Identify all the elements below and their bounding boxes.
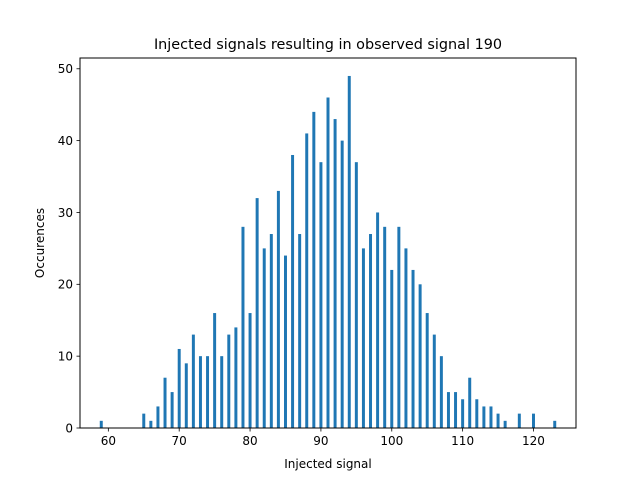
bar (369, 234, 373, 428)
bar (163, 377, 167, 428)
bar (376, 212, 380, 428)
y-axis-label: Occurences (33, 208, 47, 278)
bar (482, 406, 486, 428)
bar (446, 392, 450, 428)
bar (276, 190, 280, 428)
bar (213, 313, 217, 428)
y-axis-ticks: 0 10 20 30 40 50 (58, 62, 80, 435)
bar (206, 356, 210, 428)
x-tick-label: 120 (522, 434, 545, 448)
x-tick-label: 70 (172, 434, 187, 448)
bar (170, 392, 174, 428)
x-tick-label: 100 (380, 434, 403, 448)
bar (319, 162, 323, 429)
x-axis-ticks: 60 70 80 90 100 110 120 (101, 428, 545, 448)
y-tick-label: 40 (58, 134, 73, 148)
bar (361, 248, 365, 428)
bar (425, 313, 429, 428)
bar (418, 284, 422, 428)
bar (503, 420, 507, 428)
bar (532, 413, 535, 428)
bar (390, 269, 394, 428)
y-tick-label: 0 (65, 421, 73, 435)
y-tick-label: 10 (58, 349, 73, 363)
bar (333, 119, 337, 428)
x-tick-label: 60 (101, 434, 116, 448)
chart-title: Injected signals resulting in observed s… (154, 37, 502, 53)
bar (227, 334, 231, 428)
bar (326, 97, 330, 428)
x-axis-label: Injected signal (284, 457, 371, 471)
bar (198, 356, 202, 428)
bar (312, 111, 316, 428)
bar (269, 234, 273, 428)
bar (99, 420, 103, 428)
bar (354, 162, 358, 429)
bar (439, 356, 443, 428)
y-tick-label: 30 (58, 206, 73, 220)
y-tick-label: 50 (58, 62, 73, 76)
x-tick-label: 90 (313, 434, 328, 448)
bar (191, 334, 195, 428)
bar (383, 226, 387, 428)
bar (517, 413, 521, 428)
bar (220, 356, 224, 428)
bar (454, 392, 458, 428)
bar (298, 234, 302, 428)
bar (404, 248, 408, 428)
bar-series (99, 75, 557, 429)
y-tick-label: 20 (58, 278, 73, 292)
bar (411, 269, 415, 428)
x-tick-label: 110 (451, 434, 474, 448)
bar (432, 334, 436, 428)
bar (234, 327, 238, 428)
bar (184, 363, 188, 428)
bar (149, 420, 153, 428)
bar (291, 154, 295, 429)
bar (305, 133, 309, 428)
bar (340, 140, 344, 428)
bar (255, 198, 259, 428)
bar (553, 420, 557, 428)
bar (496, 413, 500, 428)
bar (347, 75, 351, 429)
bar (475, 399, 479, 428)
bar (468, 377, 472, 428)
bar (241, 226, 245, 428)
bar (461, 399, 465, 428)
plot-area-frame (79, 57, 577, 429)
bar (262, 248, 266, 428)
bar (248, 313, 252, 428)
bar (397, 226, 401, 428)
x-tick-label: 80 (242, 434, 257, 448)
bar (284, 255, 287, 428)
bar (489, 406, 493, 428)
bar (177, 348, 181, 428)
bar (156, 406, 160, 428)
bar (142, 413, 146, 428)
